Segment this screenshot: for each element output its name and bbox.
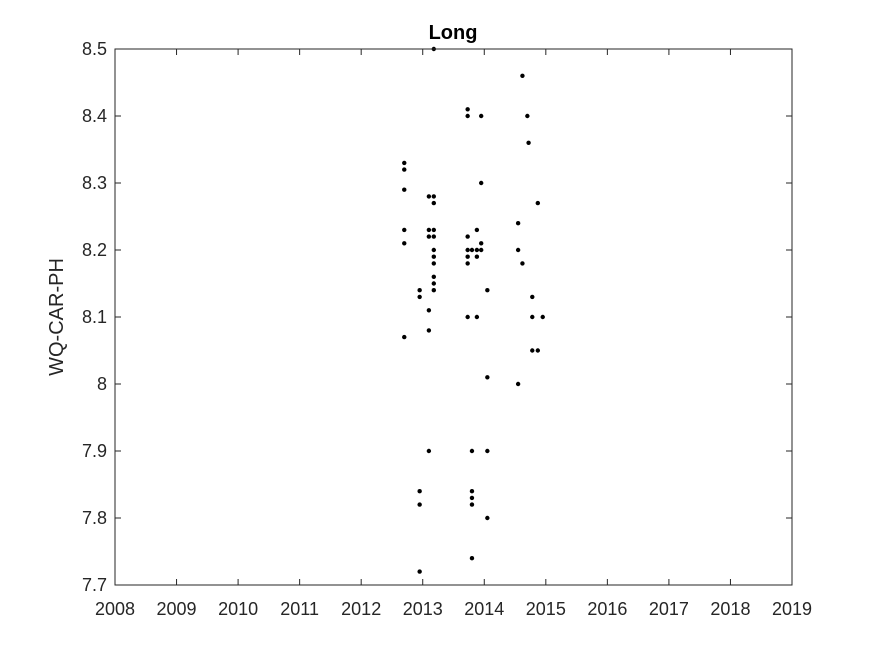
data-point xyxy=(530,348,535,353)
data-point xyxy=(426,448,432,454)
x-tick-label: 2009 xyxy=(157,599,197,619)
x-tick-label: 2016 xyxy=(587,599,627,619)
y-tick-label: 8.3 xyxy=(82,173,107,193)
data-point xyxy=(478,241,484,246)
data-point xyxy=(478,113,484,119)
data-point xyxy=(402,160,407,166)
x-tick-label: 2014 xyxy=(464,599,504,619)
data-point xyxy=(426,227,432,233)
data-point xyxy=(402,167,407,172)
data-point xyxy=(417,294,422,300)
data-point xyxy=(431,247,437,253)
data-point xyxy=(485,515,490,521)
x-tick-label: 2010 xyxy=(218,599,258,619)
data-point xyxy=(474,227,480,233)
x-tick-label: 2017 xyxy=(649,599,689,619)
data-point xyxy=(465,247,470,253)
data-point xyxy=(402,334,407,340)
data-point xyxy=(402,187,407,192)
data-point xyxy=(520,261,525,266)
data-point xyxy=(515,381,521,387)
data-point xyxy=(469,489,475,494)
y-tick-label: 8.2 xyxy=(82,240,107,260)
data-point xyxy=(535,348,541,353)
data-point xyxy=(431,288,437,293)
data-point xyxy=(417,502,422,507)
data-point xyxy=(402,227,407,233)
data-point xyxy=(431,194,437,199)
y-tick-label: 8 xyxy=(97,374,107,394)
data-point xyxy=(485,375,490,380)
y-tick-label: 8.1 xyxy=(82,307,107,327)
data-point xyxy=(431,254,437,259)
x-tick-label: 2011 xyxy=(280,599,319,619)
data-point xyxy=(417,489,422,494)
data-point xyxy=(474,314,480,320)
data-point xyxy=(431,261,437,266)
data-point xyxy=(469,556,475,561)
data-point xyxy=(515,247,521,253)
data-point xyxy=(431,281,437,286)
y-tick-label: 8.4 xyxy=(82,106,107,126)
data-point xyxy=(426,328,432,333)
x-tick-label: 2015 xyxy=(526,599,566,619)
y-tick-label: 8.5 xyxy=(82,39,107,59)
data-point xyxy=(465,261,470,266)
data-point xyxy=(417,569,422,574)
y-tick-label: 7.7 xyxy=(82,575,107,595)
data-point xyxy=(465,234,470,239)
data-point xyxy=(465,107,470,112)
data-points xyxy=(402,46,545,574)
data-point xyxy=(426,194,432,199)
data-point xyxy=(465,254,470,259)
data-point xyxy=(474,254,480,259)
data-point xyxy=(526,140,531,145)
data-point xyxy=(535,200,541,206)
data-point xyxy=(469,247,475,253)
x-tick-label: 2012 xyxy=(341,599,381,619)
data-point xyxy=(540,314,545,320)
data-point xyxy=(525,113,530,119)
data-point xyxy=(465,314,470,320)
data-point xyxy=(417,288,422,293)
data-point xyxy=(485,448,490,454)
axis-ticks: 2008 2009 2010 2011 2012 2013 2014 2015 2016 2017… xyxy=(82,39,812,619)
data-point xyxy=(465,113,470,119)
data-point xyxy=(469,495,475,501)
plot-frame xyxy=(114,48,793,586)
data-point xyxy=(478,180,484,186)
y-tick-label: 7.9 xyxy=(82,441,107,461)
data-point xyxy=(431,234,437,239)
x-tick-label: 2013 xyxy=(403,599,443,619)
data-point xyxy=(426,234,432,239)
data-point xyxy=(469,448,475,454)
y-axis-label: WQ-CAR-PH xyxy=(46,258,68,376)
data-point xyxy=(426,308,432,313)
data-point xyxy=(431,274,437,279)
x-tick-label: 2019 xyxy=(772,599,812,619)
chart-title: Long xyxy=(429,22,478,44)
plot-area xyxy=(115,49,792,585)
data-point xyxy=(431,200,437,206)
data-point xyxy=(530,314,535,320)
data-point xyxy=(520,73,525,79)
x-tick-label: 2008 xyxy=(95,599,135,619)
data-point xyxy=(515,221,521,226)
data-point xyxy=(431,227,437,233)
data-point xyxy=(474,247,480,253)
data-point xyxy=(469,502,475,507)
data-point xyxy=(478,247,484,253)
data-point xyxy=(485,288,490,293)
data-point xyxy=(402,241,407,246)
x-tick-label: 2018 xyxy=(710,599,750,619)
data-point xyxy=(530,294,535,300)
y-tick-label: 7.8 xyxy=(82,508,107,528)
